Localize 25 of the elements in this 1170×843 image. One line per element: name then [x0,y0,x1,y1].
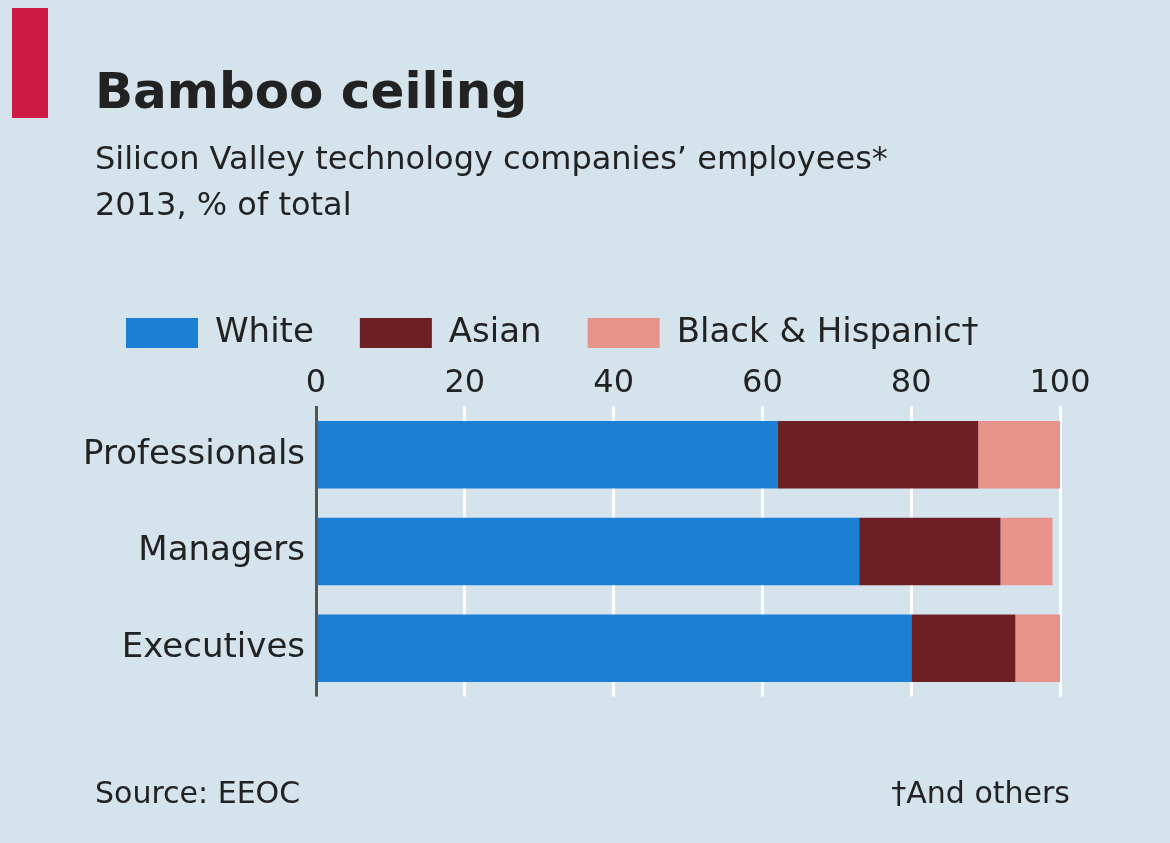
bar [911,614,1016,683]
x-tick-label: 0 [305,361,327,400]
bar [1000,517,1053,586]
bar [1015,614,1060,683]
x-tick-label: 100 [1029,361,1091,400]
x-tick-label: 80 [890,361,932,400]
legend-label: Black & Hispanic† [676,309,979,350]
x-tick-label: 40 [593,361,634,400]
bar [317,420,778,489]
y-tick-label: Professionals [83,431,306,472]
y-tick-label: Managers [138,528,306,569]
bar [317,517,860,586]
x-tick-label: 60 [742,361,783,400]
bar [317,614,912,683]
x-tick-label: 20 [444,361,486,400]
bar [978,420,1060,489]
bar [859,517,1001,586]
source-note: Source: EEOC [95,775,301,810]
chart-subtitle: Silicon Valley technology companies’ employees* 2013, % of total [95,138,888,225]
legend-label: Asian [448,309,542,350]
chart-title: Bamboo ceiling [95,62,528,120]
y-tick-label: Executives [121,625,306,666]
legend-label: White [215,309,314,350]
bar [777,420,979,489]
text: †And others [891,775,1070,810]
